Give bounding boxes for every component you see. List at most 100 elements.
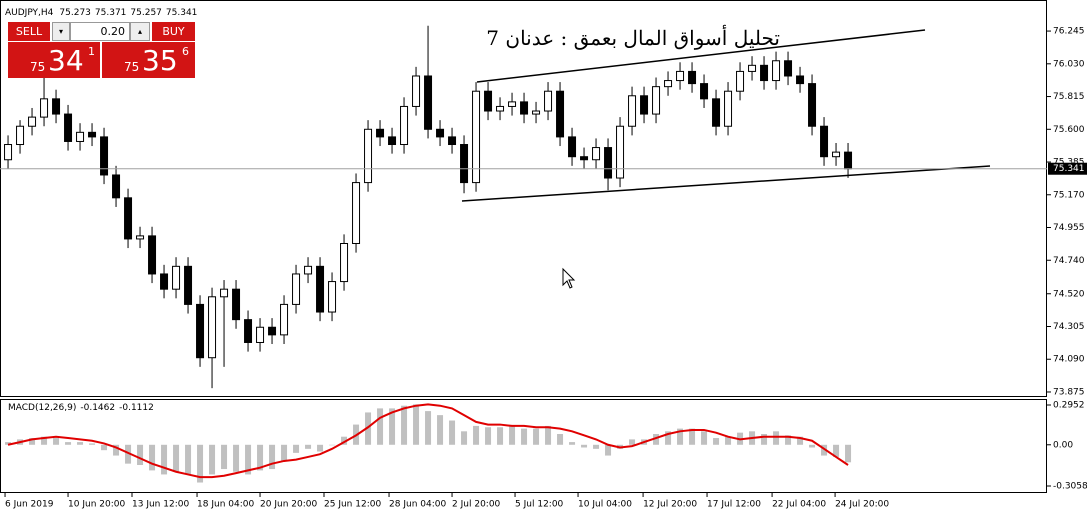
open: 75.273 (59, 8, 91, 18)
ask-big: 75 (124, 60, 140, 74)
macd-bar (341, 436, 348, 445)
macd-bar (833, 444, 840, 457)
macd-bar (485, 427, 492, 445)
lots-dropdown[interactable]: ▾ (52, 22, 70, 41)
candle-body (184, 265, 193, 305)
candle-body (580, 156, 589, 161)
macd-bar (509, 425, 516, 445)
candle-body (124, 197, 133, 240)
macd-bar (209, 444, 216, 475)
macd-bar (845, 444, 852, 463)
x-tick-label: 6 Jun 2019 (5, 500, 54, 510)
macd-bar (713, 438, 720, 445)
candle-body (796, 75, 805, 85)
candle-body (160, 273, 169, 290)
macd-pane (0, 399, 1047, 493)
x-tick-label: 10 Jul 04:00 (578, 500, 632, 510)
candle-body (484, 90, 493, 112)
lots-stepper[interactable]: ▴ (130, 22, 150, 41)
candle-body (472, 90, 481, 184)
ask-main: 35 (142, 44, 178, 77)
macd-bar (65, 442, 72, 445)
candle-body (616, 125, 625, 179)
macd-bar (665, 431, 672, 445)
candle-body (232, 288, 241, 321)
macd-bar (449, 420, 456, 445)
high: 75.371 (95, 8, 127, 18)
candle-body (424, 75, 433, 130)
candle-body (280, 303, 289, 336)
candle-body (748, 64, 757, 72)
candle-body (700, 83, 709, 100)
candle-body (76, 131, 85, 142)
candle-body (820, 125, 829, 158)
candle-body (568, 136, 577, 158)
macd-bar (689, 428, 696, 445)
low: 75.257 (130, 8, 162, 18)
last-price-label: 75.341 (1053, 164, 1085, 174)
candle-body (844, 151, 853, 170)
trend-line (461, 165, 991, 202)
y-tick-label: 73.875 (1053, 387, 1085, 397)
buy-button[interactable]: BUY (152, 22, 195, 41)
macd-bar (569, 442, 576, 445)
lots-input[interactable]: 0.20 (70, 22, 130, 41)
candle-body (436, 128, 445, 138)
macd-bar (797, 436, 804, 445)
candle-body (460, 144, 469, 184)
candle-body (244, 319, 253, 343)
macd-bar (221, 444, 228, 470)
candle-body (304, 265, 313, 275)
candle-body (772, 60, 781, 82)
macd-bar (29, 438, 36, 445)
bid-main: 34 (48, 44, 84, 77)
candle-body (256, 326, 265, 343)
macd-bar (125, 444, 132, 464)
candle-body (388, 136, 397, 146)
candle-body (52, 98, 61, 115)
macd-bar (785, 435, 792, 445)
macd-bar (425, 411, 432, 445)
macd-bar (137, 444, 144, 466)
candle-body (784, 60, 793, 77)
macd-bar (773, 431, 780, 445)
chart-header: AUDJPY,H4 75.273 75.371 75.257 75.341 (5, 8, 197, 18)
candle-body (760, 64, 769, 82)
candle-body (136, 235, 145, 240)
candle-body (676, 70, 685, 82)
candle-body (88, 131, 97, 138)
macd-bar (281, 444, 288, 461)
candle-body (508, 101, 517, 107)
candle-body (364, 128, 373, 184)
macd-bar (725, 436, 732, 445)
y-tick-label: 75.385 (1053, 158, 1085, 168)
x-tick-label: 20 Jun 20:00 (260, 500, 317, 510)
ask-price[interactable]: 75 35 6 (102, 42, 195, 78)
candle-body (652, 86, 661, 115)
macd-label: MACD(12,26,9) -0.1462 -0.1112 (8, 403, 154, 413)
sell-button[interactable]: SELL (8, 22, 50, 41)
x-tick-label: 28 Jun 04:00 (389, 500, 446, 510)
candle-body (340, 242, 349, 283)
candle-body (628, 95, 637, 127)
macd-bar (809, 444, 816, 448)
mouse-cursor (562, 267, 576, 289)
x-tick-label: 5 Jul 12:00 (515, 500, 564, 510)
candle-body (4, 144, 13, 161)
candle-body (532, 110, 541, 115)
signal-line (7, 403, 849, 479)
macd-bar (533, 428, 540, 445)
macd-bar (149, 444, 156, 471)
x-tick-label: 2 Jul 20:00 (452, 500, 501, 510)
candle-body (712, 98, 721, 127)
macd-bar (293, 444, 300, 453)
annotation: تحليل أسواق المال بعمق : عدنان 7 (486, 26, 780, 50)
macd-bar (173, 444, 180, 472)
macd-bar (113, 444, 120, 456)
macd-bar (53, 438, 60, 445)
candle-body (556, 90, 565, 138)
y-tick-label: 76.030 (1053, 59, 1085, 69)
bid-price[interactable]: 75 34 1 (8, 42, 100, 78)
y-tick-label: 74.305 (1053, 322, 1085, 332)
macd-bar (473, 425, 480, 445)
